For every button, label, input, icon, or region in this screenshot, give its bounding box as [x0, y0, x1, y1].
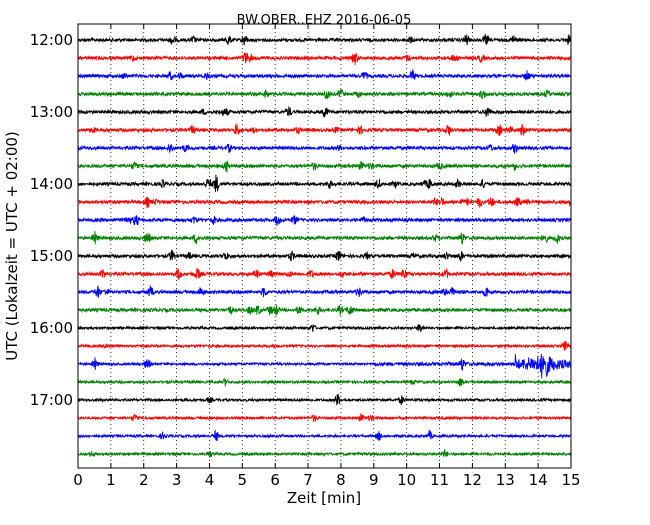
- x-tick-label-8: 8: [336, 471, 346, 489]
- trace-1215: [77, 52, 572, 65]
- trace-1530: [77, 285, 572, 298]
- y-tick-label-0: 12:00: [30, 31, 73, 49]
- y-tick-label-2: 14:00: [30, 175, 73, 193]
- x-tick-label-5: 5: [238, 471, 248, 489]
- trace-1730: [77, 429, 572, 441]
- trace-1415: [77, 196, 572, 209]
- x-axis-label: Zeit [min]: [287, 489, 361, 507]
- trace-1315: [77, 123, 572, 137]
- trace-1345: [77, 160, 572, 174]
- trace-1300: [77, 106, 572, 118]
- y-tick-label-1: 13:00: [30, 103, 73, 121]
- trace-1515: [77, 268, 572, 280]
- y-tick-label-4: 16:00: [30, 319, 73, 337]
- trace-1645: [77, 377, 572, 388]
- x-tick-label-6: 6: [270, 471, 280, 489]
- trace-1230: [77, 69, 572, 82]
- trace-1500: [77, 249, 572, 263]
- x-tick-label-1: 1: [106, 471, 116, 489]
- y-tick-label-3: 15:00: [30, 247, 73, 265]
- x-tick-label-4: 4: [205, 471, 215, 489]
- trace-1715: [77, 413, 572, 423]
- x-tick-label-13: 13: [496, 471, 515, 489]
- trace-1615: [77, 340, 572, 351]
- x-tick-label-7: 7: [303, 471, 313, 489]
- chart-title: BW.OBER..EHZ 2016-06-05: [237, 13, 412, 28]
- trace-1245: [77, 89, 572, 99]
- tick-layer: 0 1 2 3 4 5 6 7 8 9 10 11 12 13 14 1512:0013:0014:0015:…: [30, 24, 581, 489]
- trace-1430: [77, 215, 572, 226]
- x-tick-label-9: 9: [369, 471, 379, 489]
- trace-1600: [77, 324, 572, 333]
- x-tick-label-2: 2: [139, 471, 149, 489]
- x-tick-label-11: 11: [430, 471, 449, 489]
- x-tick-label-12: 12: [463, 471, 482, 489]
- trace-1200: [77, 33, 572, 46]
- trace-1545: [77, 304, 572, 316]
- x-tick-label-15: 15: [561, 471, 580, 489]
- trace-layer: [77, 33, 572, 458]
- trace-1330: [77, 143, 572, 154]
- trace-1745: [77, 449, 572, 458]
- trace-1630: [77, 353, 572, 379]
- x-tick-label-14: 14: [529, 471, 548, 489]
- y-tick-label-5: 17:00: [30, 391, 73, 409]
- y-axis-label: UTC (Lokalzeit = UTC + 02:00): [3, 131, 21, 361]
- x-tick-label-10: 10: [397, 471, 416, 489]
- x-tick-label-3: 3: [172, 471, 182, 489]
- trace-1445: [77, 230, 572, 245]
- plot-frame: [77, 23, 572, 469]
- trace-1400: [77, 174, 572, 193]
- trace-1700: [77, 393, 572, 406]
- x-tick-label-0: 0: [73, 471, 83, 489]
